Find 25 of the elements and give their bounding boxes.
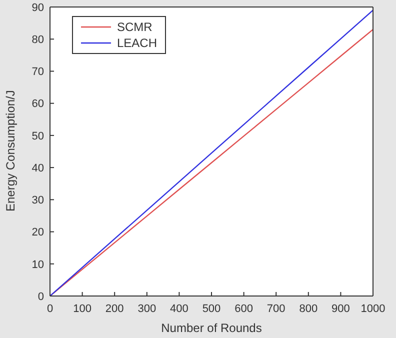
y-tick-label: 60 <box>32 98 44 110</box>
x-tick-label: 600 <box>234 302 253 315</box>
x-tick-label: 100 <box>73 302 92 315</box>
x-tick-label: 800 <box>299 302 318 315</box>
x-tick-label: 0 <box>46 302 54 315</box>
y-tick-label: 30 <box>32 194 44 207</box>
x-tick-label: 700 <box>266 302 286 315</box>
y-tick-label: 50 <box>32 130 44 142</box>
x-tick-label: 300 <box>138 302 156 315</box>
x-tick-label: 400 <box>170 302 188 315</box>
y-tick-label: 90 <box>32 2 44 14</box>
y-tick-label: 0 <box>38 290 44 303</box>
legend-label: LEACH <box>117 35 158 51</box>
y-tick-label: 70 <box>32 66 44 78</box>
x-tick-label: 200 <box>105 302 124 315</box>
y-tick-label: 10 <box>32 258 44 271</box>
y-axis-title: Energy Consumption/J <box>3 90 18 212</box>
y-tick-label: 80 <box>32 34 44 46</box>
legend-label: SCMR <box>117 19 152 35</box>
x-tick-label: 900 <box>332 302 350 315</box>
x-tick-label: 500 <box>202 302 221 315</box>
x-tick-label: 1000 <box>360 302 386 315</box>
y-tick-label: 40 <box>32 162 44 174</box>
x-axis-title: Number of Rounds <box>161 321 262 335</box>
y-tick-label: 20 <box>32 226 44 239</box>
